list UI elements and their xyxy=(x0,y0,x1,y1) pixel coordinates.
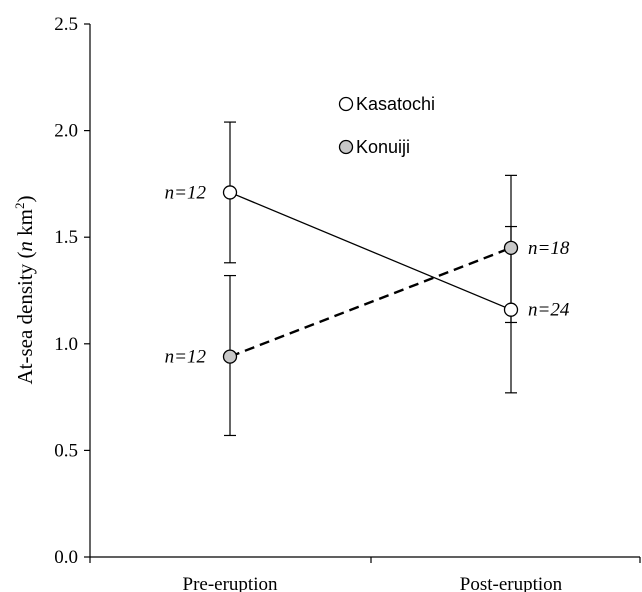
n-label: n=24 xyxy=(528,300,570,321)
x-ticks: Pre-eruption Post-eruption xyxy=(89,557,641,592)
series-line xyxy=(229,246,512,358)
data-point xyxy=(503,240,519,256)
plot-area: n=12 n=24 n=12 n=18 xyxy=(165,121,570,437)
y-tick-label: 2.0 xyxy=(54,121,78,142)
y-tick-label: 0.5 xyxy=(54,440,78,461)
y-axis: 0.0 0.5 1.0 1.5 2.0 2.5 xyxy=(54,14,91,568)
legend: Kasatochi Konuiji xyxy=(338,94,435,157)
y-tick-label: 0.0 xyxy=(54,547,78,568)
y-tick-label: 1.0 xyxy=(54,334,78,355)
legend-label: Kasatochi xyxy=(356,94,435,114)
legend-label: Konuiji xyxy=(356,137,410,157)
y-axis-label-italic: n xyxy=(13,241,37,252)
data-point xyxy=(222,185,238,200)
y-tick-label: 1.5 xyxy=(54,227,78,248)
legend-marker xyxy=(338,96,354,112)
y-axis-label-sup: 2 xyxy=(12,202,27,209)
n-label: n=18 xyxy=(528,238,570,259)
y-axis-label-prefix: At-sea density ( xyxy=(13,252,37,385)
y-ticks: 0.0 0.5 1.0 1.5 2.0 2.5 xyxy=(54,14,90,568)
n-label: n=12 xyxy=(165,182,207,203)
x-axis: Pre-eruption Post-eruption xyxy=(89,556,641,592)
n-label: n=12 xyxy=(165,347,207,368)
data-point xyxy=(222,349,238,364)
y-axis-label: At-sea density (n km2) xyxy=(12,195,37,384)
x-category-label: Pre-eruption xyxy=(183,574,278,592)
x-category-label: Post-eruption xyxy=(460,574,563,592)
y-tick-label: 2.5 xyxy=(54,14,78,35)
data-point xyxy=(503,302,519,317)
y-axis-label-unit: km xyxy=(13,209,37,241)
legend-marker xyxy=(338,139,354,155)
series-line xyxy=(229,191,512,311)
y-axis-label-suffix: ) xyxy=(13,195,37,202)
